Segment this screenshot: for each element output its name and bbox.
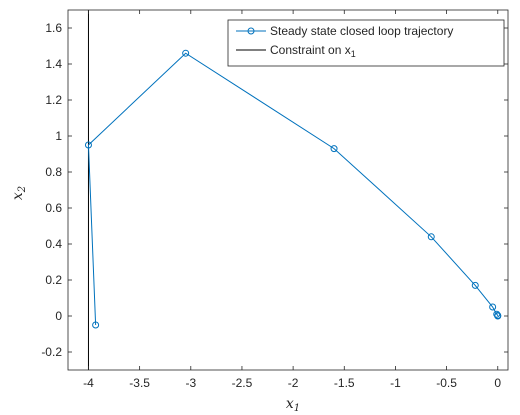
y-tick-label: 0.6 bbox=[45, 201, 62, 215]
trajectory-point bbox=[471, 281, 479, 289]
legend-label-trajectory: Steady state closed loop trajectory bbox=[270, 24, 453, 38]
x-tick-label: -3.5 bbox=[129, 376, 150, 390]
x-tick-label: -3 bbox=[185, 376, 196, 390]
y-tick-label: 1.2 bbox=[45, 93, 62, 107]
y-tick-label: 0.2 bbox=[45, 273, 62, 287]
y-tick-label: 0.8 bbox=[45, 165, 62, 179]
legend-box bbox=[227, 19, 505, 67]
x-tick-label: -0.5 bbox=[436, 376, 457, 390]
y-tick-label: 1 bbox=[55, 129, 62, 143]
trajectory-point bbox=[494, 312, 502, 320]
trajectory-point bbox=[92, 321, 100, 329]
x-tick-label: 0 bbox=[494, 376, 501, 390]
y-tick-label: 1.4 bbox=[45, 57, 62, 71]
trajectory-point bbox=[182, 49, 190, 57]
x-tick-label: -1.5 bbox=[334, 376, 355, 390]
plot-area bbox=[68, 10, 508, 370]
legend: Steady state closed loop trajectory Cons… bbox=[227, 19, 505, 67]
y-axis: -0.2 0 0.2 0.4 0.6 0.8 1 1.2 1.4 1.6 bbox=[41, 21, 508, 359]
y-tick-label: 1.6 bbox=[45, 21, 62, 35]
y-axis-label: x2 bbox=[10, 186, 28, 200]
legend-marker-trajectory bbox=[247, 27, 255, 35]
trajectory-point bbox=[427, 233, 435, 241]
x-tick-label: -2.5 bbox=[232, 376, 253, 390]
trajectory-point bbox=[489, 303, 497, 311]
x-tick-label: -1 bbox=[390, 376, 401, 390]
axes-box bbox=[67, 9, 509, 371]
x-axis: -4 -3.5 -3 -2.5 -2 -1.5 -1 -0.5 0 bbox=[83, 10, 501, 390]
x-tick-label: -4 bbox=[83, 376, 94, 390]
trajectory-line bbox=[87, 52, 499, 326]
series-layer bbox=[84, 10, 502, 370]
y-tick-label: 0 bbox=[55, 309, 62, 323]
legend-label-constraint: Constraint on x1 bbox=[270, 43, 356, 59]
x-tick-label: -2 bbox=[288, 376, 299, 390]
trajectory-point bbox=[330, 145, 338, 153]
y-tick-label: 0.4 bbox=[45, 237, 62, 251]
x-axis-label: x1 bbox=[286, 396, 300, 414]
y-tick-label: -0.2 bbox=[41, 345, 62, 359]
trajectory-point bbox=[84, 141, 92, 149]
